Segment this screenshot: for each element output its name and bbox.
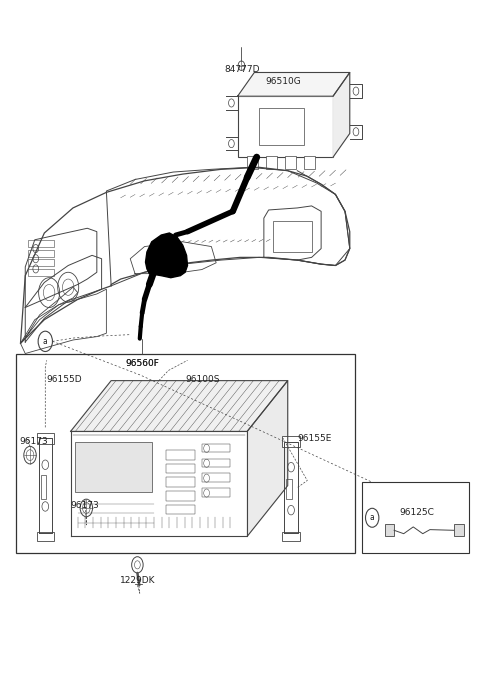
Text: 96125C: 96125C bbox=[399, 508, 434, 517]
Bar bbox=[238, 96, 333, 157]
Polygon shape bbox=[247, 381, 288, 537]
Bar bbox=[286, 479, 292, 499]
Bar bbox=[202, 443, 229, 452]
Bar bbox=[166, 505, 195, 514]
Text: 96510G: 96510G bbox=[265, 77, 301, 86]
Bar bbox=[28, 250, 54, 257]
Bar bbox=[454, 524, 464, 537]
Bar bbox=[285, 156, 296, 169]
Text: a: a bbox=[43, 337, 48, 346]
Bar bbox=[36, 532, 54, 541]
Bar bbox=[166, 450, 195, 460]
Text: 96560F: 96560F bbox=[125, 359, 159, 368]
Text: 96100S: 96100S bbox=[185, 375, 220, 384]
Bar bbox=[202, 488, 229, 497]
Text: a: a bbox=[370, 513, 374, 522]
Polygon shape bbox=[333, 73, 350, 157]
Bar bbox=[166, 491, 195, 500]
Bar bbox=[202, 458, 229, 467]
Bar bbox=[75, 441, 152, 492]
Bar bbox=[274, 222, 312, 252]
Bar bbox=[304, 156, 315, 169]
Bar bbox=[28, 269, 54, 275]
Bar bbox=[166, 477, 195, 487]
Bar bbox=[384, 524, 394, 537]
Bar bbox=[28, 258, 54, 265]
Polygon shape bbox=[71, 381, 288, 431]
Bar bbox=[362, 482, 469, 554]
Bar bbox=[16, 354, 355, 554]
Bar bbox=[266, 156, 277, 169]
Text: 1229DK: 1229DK bbox=[120, 576, 155, 585]
Text: 96560F: 96560F bbox=[125, 359, 159, 368]
Text: 96173: 96173 bbox=[71, 501, 99, 511]
Bar bbox=[247, 156, 258, 169]
Bar bbox=[28, 241, 54, 248]
Bar bbox=[202, 473, 229, 482]
Text: 96155E: 96155E bbox=[297, 434, 332, 443]
Polygon shape bbox=[238, 73, 350, 96]
Bar bbox=[259, 107, 304, 145]
Bar bbox=[40, 475, 46, 499]
Bar bbox=[282, 532, 300, 541]
Bar bbox=[282, 436, 300, 447]
Bar bbox=[36, 432, 54, 443]
Text: 96173: 96173 bbox=[20, 437, 48, 446]
Text: 96155D: 96155D bbox=[47, 375, 83, 384]
Text: 84777D: 84777D bbox=[225, 65, 260, 73]
Polygon shape bbox=[145, 233, 188, 277]
Bar bbox=[166, 464, 195, 473]
